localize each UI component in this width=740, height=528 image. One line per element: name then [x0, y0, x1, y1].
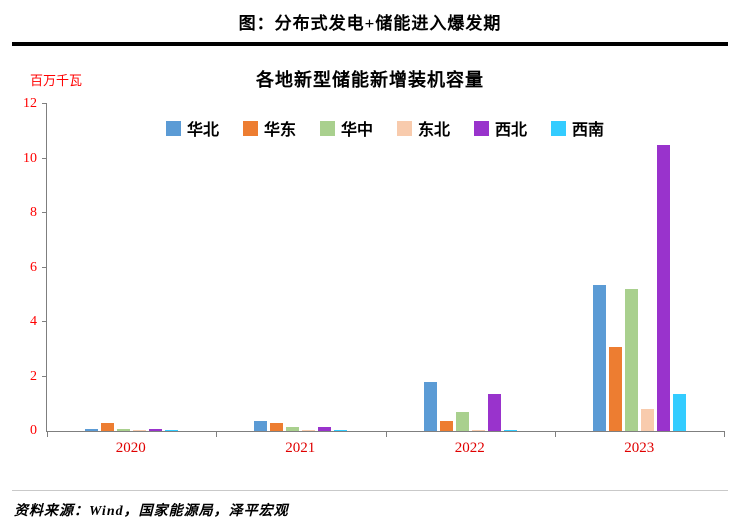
- bar-西南-2022: [503, 430, 517, 431]
- bar-东北-2020: [133, 430, 147, 431]
- legend-label: 华中: [340, 122, 373, 139]
- plot-area: 华北 华东 华中 东北 西北 西南 0 2 4 6 8 10 12: [23, 96, 725, 438]
- bar-华东-2023: [608, 346, 622, 431]
- bar-西北-2020: [149, 429, 163, 431]
- bar-西北-2021: [318, 427, 332, 431]
- bar-plot: 0 2 4 6 8 10 12: [23, 96, 725, 438]
- x-axis-labels: 2020 2021 2022 2023: [46, 440, 724, 457]
- legend-label: 华北: [186, 122, 219, 139]
- bar-华东-2020: [101, 423, 115, 431]
- legend-swatch: [551, 120, 567, 136]
- legend-label: 东北: [418, 122, 451, 139]
- legend-label: 华东: [263, 122, 296, 139]
- y-tick-mark: [42, 212, 47, 213]
- y-tick-label: 6: [30, 259, 37, 275]
- legend-item-西北: 西北: [474, 116, 527, 140]
- y-tick-label: 12: [23, 96, 37, 111]
- y-tick-label: 0: [30, 423, 37, 438]
- bar-西南-2021: [334, 430, 348, 431]
- bar-东北-2021: [302, 430, 316, 431]
- chart-header: 百万千瓦 各地新型储能新增装机容量: [0, 52, 740, 102]
- bar-华北-2020: [85, 429, 99, 431]
- y-tick-label: 10: [23, 150, 37, 166]
- legend-item-华北: 华北: [165, 116, 219, 140]
- legend-item-华中: 华中: [319, 116, 373, 140]
- y-tick-label: 2: [30, 368, 37, 384]
- bar-华北-2022: [423, 381, 437, 431]
- y-axis-unit-label: 百万千瓦: [30, 73, 83, 88]
- bar-华中-2020: [117, 429, 131, 431]
- x-tick-mark: [385, 431, 387, 437]
- bar-华中-2021: [286, 427, 300, 431]
- x-tick-mark: [724, 431, 725, 437]
- bar-group-2020: [47, 104, 216, 431]
- x-axis-label: 2023: [624, 440, 655, 456]
- bar-group-2023: [555, 104, 724, 431]
- legend-swatch: [319, 120, 335, 136]
- y-tick-label: 8: [30, 205, 37, 220]
- bar-西北-2023: [656, 144, 670, 431]
- y-tick-mark: [42, 375, 47, 377]
- source-note: 资料来源：Wind，国家能源局，泽平宏观: [12, 490, 728, 520]
- x-tick-mark: [554, 431, 556, 437]
- figure-title: 图：分布式发电+储能进入爆发期: [238, 14, 502, 33]
- bar-group-2021: [216, 104, 385, 431]
- bar-华东-2021: [270, 423, 284, 431]
- bar-华北-2023: [592, 285, 606, 431]
- legend-swatch: [165, 120, 181, 136]
- bar-华中-2023: [624, 289, 638, 431]
- y-tick-mark: [42, 321, 47, 322]
- bar-华东-2022: [439, 421, 453, 431]
- bar-华中-2022: [455, 411, 469, 431]
- legend-item-西南: 西南: [551, 116, 604, 140]
- y-tick-mark: [42, 266, 47, 268]
- x-tick-mark: [216, 431, 218, 437]
- legend-item-东北: 东北: [397, 116, 450, 140]
- bar-东北-2023: [640, 409, 654, 431]
- x-axis-label: 2021: [285, 440, 316, 456]
- legend-label: 西南: [572, 122, 605, 139]
- y-tick-label: 4: [30, 314, 37, 329]
- title-divider: [12, 42, 728, 46]
- legend-item-华东: 华东: [242, 116, 296, 140]
- bar-华北-2021: [254, 421, 268, 431]
- bar-东北-2022: [471, 429, 485, 431]
- bar-西南-2020: [165, 430, 179, 431]
- bar-西南-2023: [672, 394, 686, 431]
- legend-swatch: [242, 120, 258, 136]
- legend-label: 西北: [495, 122, 528, 139]
- bar-group-2022: [386, 104, 555, 431]
- x-axis-label: 2020: [115, 440, 146, 456]
- chart-legend: 华北 华东 华中 东北 西北 西南: [46, 116, 724, 140]
- legend-swatch: [397, 120, 412, 136]
- chart-title: 各地新型储能新增装机容量: [256, 70, 484, 90]
- legend-swatch: [474, 120, 490, 136]
- bar-西北-2022: [487, 394, 501, 431]
- x-tick-mark: [47, 431, 48, 437]
- y-tick-mark: [42, 157, 47, 159]
- x-axis-label: 2022: [454, 440, 485, 456]
- y-tick-mark: [42, 103, 47, 104]
